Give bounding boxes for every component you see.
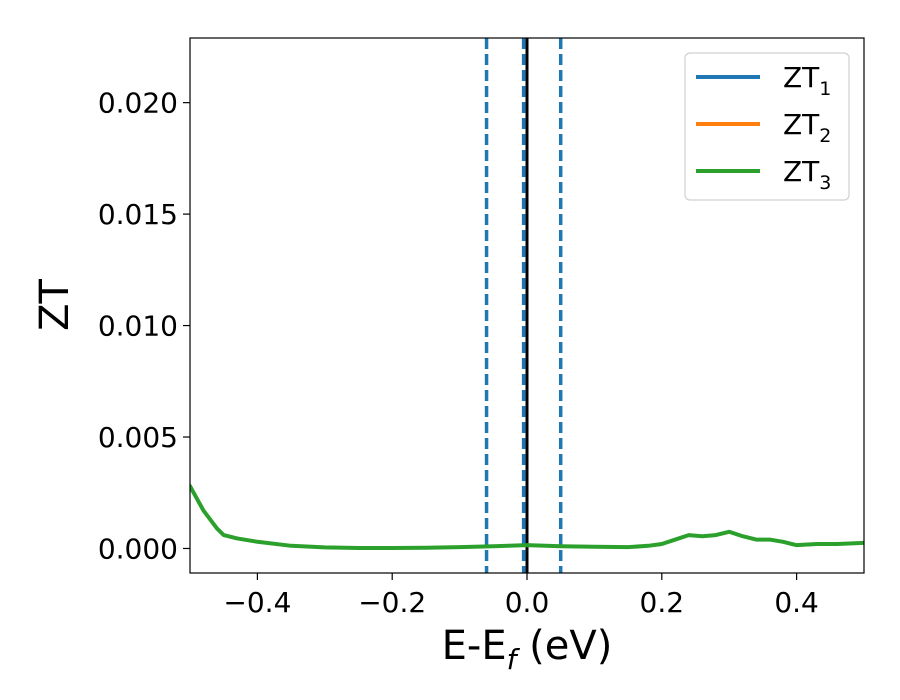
legend-label-sub-3: 3 [819,172,831,194]
x-tick-label-2: 0.0 [505,586,550,619]
y-tick-label-4: 0.020 [98,87,178,120]
series-line-3 [190,484,864,551]
x-axis-label-main: E-E [442,623,507,669]
legend-label-sub-2: 2 [819,125,831,147]
x-axis-label-suffix: (eV) [516,623,612,669]
legend-label-main-2: ZT [783,108,820,141]
y-tick-label-3: 0.015 [98,198,178,231]
legend-label-1: ZT1 [783,61,831,100]
legend-label-sub-1: 1 [819,78,831,100]
y-axis-label: ZT [32,279,78,331]
legend-label-3: ZT3 [783,155,831,194]
x-tick-label-1: −0.2 [358,586,426,619]
y-tick-label-1: 0.005 [98,421,178,454]
x-tick-label-4: 0.4 [774,586,819,619]
x-tick-label-0: −0.4 [223,586,291,619]
ticks: −0.4 −0.2 0.0 0.2 0.4 0.000 0.005 0.010 0.015 0.0… [98,87,819,619]
legend-box [684,52,850,201]
x-tick-label-3: 0.2 [640,586,685,619]
x-axis-label: E-Ef (eV) [442,623,613,676]
legend-label-2: ZT2 [783,108,831,147]
y-tick-label-2: 0.010 [98,310,178,343]
y-tick-label-0: 0.000 [98,532,178,565]
legend-label-main-3: ZT [783,155,820,188]
legend-label-main-1: ZT [783,61,820,94]
